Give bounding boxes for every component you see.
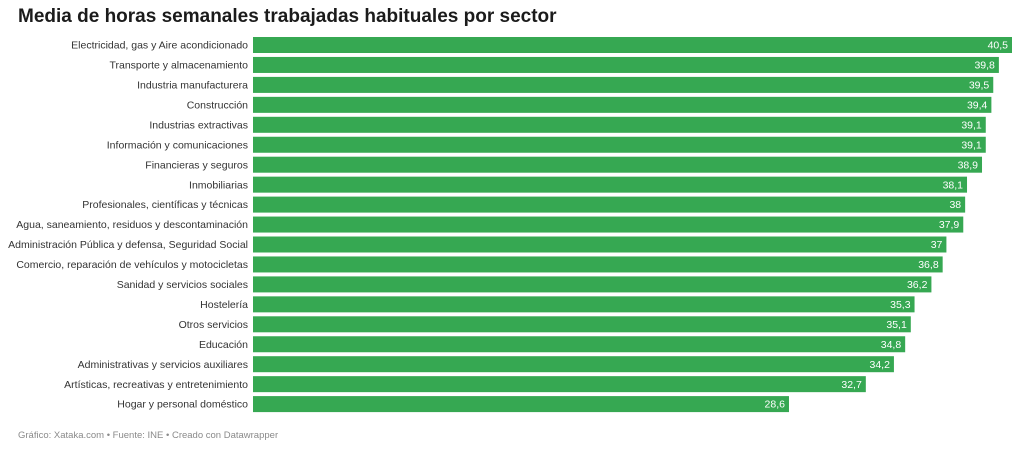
value-label: 28,6	[765, 399, 786, 411]
bar	[253, 316, 911, 333]
bar	[253, 296, 915, 313]
value-label: 36,2	[907, 279, 928, 291]
category-label: Comercio, reparación de vehículos y moto…	[16, 259, 248, 271]
value-label: 40,5	[988, 40, 1009, 52]
category-label: Información y comunicaciones	[107, 139, 248, 151]
category-label: Construcción	[187, 99, 248, 111]
category-label: Industrias extractivas	[149, 119, 248, 131]
bar	[253, 336, 906, 353]
bar	[253, 76, 994, 93]
value-label: 38	[949, 199, 961, 211]
category-label: Profesionales, científicas y técnicas	[82, 199, 248, 211]
category-label: Transporte y almacenamiento	[109, 60, 248, 72]
value-label: 39,1	[961, 139, 982, 151]
bar	[253, 37, 1012, 53]
bar	[253, 56, 999, 73]
bar	[253, 216, 964, 233]
bar	[253, 176, 968, 193]
value-label: 38,1	[943, 179, 964, 191]
bar	[253, 196, 966, 213]
bar	[253, 96, 992, 113]
value-label: 37	[931, 239, 943, 251]
bar	[253, 256, 943, 273]
bar	[253, 136, 986, 153]
bar	[253, 356, 894, 373]
value-label: 32,7	[841, 379, 862, 391]
category-label: Industria manufacturera	[137, 80, 248, 92]
category-label: Otros servicios	[179, 319, 248, 331]
bar	[253, 116, 986, 133]
category-label: Sanidad y servicios sociales	[117, 279, 248, 291]
bar	[253, 156, 983, 173]
category-label: Administración Pública y defensa, Seguri…	[8, 239, 248, 251]
bar	[253, 276, 932, 293]
category-label: Hostelería	[200, 299, 248, 311]
category-label: Educación	[199, 339, 248, 351]
category-label: Agua, saneamiento, residuos y descontami…	[16, 219, 248, 231]
category-label: Financieras y seguros	[145, 159, 248, 171]
category-label: Hogar y personal doméstico	[117, 399, 248, 411]
value-label: 34,2	[869, 359, 890, 371]
value-label: 39,8	[974, 60, 995, 72]
value-label: 39,4	[967, 99, 988, 111]
value-label: 35,1	[886, 319, 907, 331]
value-label: 37,9	[939, 219, 960, 231]
bar	[253, 376, 866, 393]
value-label: 34,8	[881, 339, 902, 351]
value-label: 38,9	[958, 159, 979, 171]
chart-footer: Gráfico: Xataka.com • Fuente: INE • Crea…	[18, 430, 279, 441]
value-label: 35,3	[890, 299, 911, 311]
value-label: 36,8	[918, 259, 939, 271]
chart-title: Media de horas semanales trabajadas habi…	[18, 6, 557, 27]
category-label: Administrativas y servicios auxiliares	[78, 359, 248, 371]
category-label: Electricidad, gas y Aire acondicionado	[71, 40, 248, 52]
bar	[253, 396, 789, 413]
value-label: 39,5	[969, 80, 990, 92]
bar	[253, 236, 947, 253]
value-label: 39,1	[961, 119, 982, 131]
category-label: Inmobiliarias	[189, 179, 248, 191]
category-label: Artísticas, recreativas y entretenimient…	[64, 379, 248, 391]
